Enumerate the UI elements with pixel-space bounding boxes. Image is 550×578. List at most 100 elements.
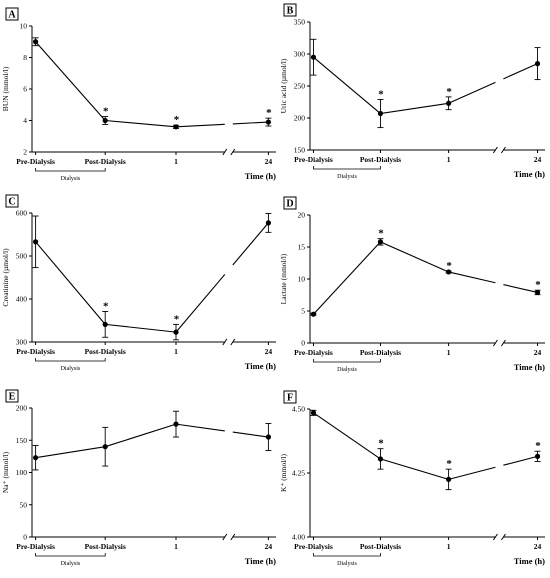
- y-tick-label: 0: [301, 339, 305, 348]
- dialysis-bracket-label: Dialysis: [61, 366, 81, 372]
- chart-panel-b: 150 200 250 300 350 Pre-Dialysis Post-Dialysis…: [279, 3, 545, 180]
- data-point: [377, 456, 384, 462]
- axis-break-mark: [222, 533, 228, 541]
- series-line-segment: [503, 455, 538, 466]
- y-tick-label: 600: [16, 209, 28, 218]
- y-tick-label: 4: [23, 116, 27, 125]
- data-point: [534, 453, 541, 459]
- series-line-segment: [105, 119, 177, 128]
- series-line-segment: [105, 423, 177, 448]
- y-tick-label: 100: [16, 468, 28, 477]
- significance-marker: *: [174, 114, 180, 126]
- x-tick-label: Pre-Dialysis: [16, 542, 55, 551]
- y-axis-title: Uric acid (µmol/l): [279, 58, 288, 113]
- series-line-segment: [35, 241, 106, 325]
- series-line-segment: [380, 458, 449, 480]
- dialysis-bracket: [35, 168, 106, 172]
- x-tick-label: 24: [534, 348, 542, 357]
- series-line-segment: [380, 102, 449, 115]
- x-tick-label: 24: [534, 155, 542, 164]
- x-tick-label: Post-Dialysis: [360, 348, 401, 357]
- y-tick-label: 200: [16, 404, 28, 413]
- series-line-segment: [503, 284, 538, 293]
- significance-marker: *: [378, 438, 384, 450]
- significance-marker: *: [446, 458, 452, 470]
- significance-marker: *: [174, 313, 180, 325]
- data-point: [33, 239, 39, 245]
- data-point: [33, 455, 39, 461]
- x-tick-label: 24: [534, 542, 542, 551]
- x-axis-title: Time (h): [514, 556, 545, 566]
- y-tick-label: 8: [23, 53, 27, 62]
- data-point: [102, 444, 108, 450]
- dialysis-bracket-label: Dialysis: [337, 174, 357, 180]
- panel-letter: B: [287, 6, 294, 17]
- chart-panel-e: 0 50 100 150 200 Pre-Dialysis Post-Dialysis 1 24…: [1, 389, 276, 567]
- data-point: [173, 421, 179, 427]
- series-line-segment: [35, 41, 106, 121]
- y-tick-label: 150: [294, 146, 306, 155]
- y-tick-label: 4.50: [292, 405, 305, 414]
- dialysis-bracket-label: Dialysis: [61, 176, 81, 182]
- dialysis-bracket: [35, 358, 106, 362]
- chart-panel-d: 0 5 10 15 20 Pre-Dialysis Post-Dialysis 1 24 Time…: [279, 196, 545, 373]
- axis-break-mark: [230, 338, 236, 346]
- data-point: [377, 110, 384, 117]
- x-axis-title: Time (h): [245, 171, 276, 181]
- y-tick-label: 2: [23, 148, 27, 157]
- axis-break-mark: [501, 146, 506, 154]
- significance-marker: *: [446, 260, 452, 272]
- panel-letter: A: [8, 10, 16, 21]
- significance-marker: *: [535, 440, 541, 452]
- series-line-segment: [313, 56, 381, 114]
- series-line-segment: [232, 121, 269, 125]
- series-line-segment: [175, 274, 226, 333]
- data-point: [173, 124, 179, 130]
- significance-marker: *: [103, 106, 109, 118]
- axis-break-mark: [501, 533, 506, 541]
- panel-letter: C: [8, 197, 15, 208]
- x-tick-label: 24: [265, 347, 273, 356]
- y-tick-label: 300: [16, 338, 28, 347]
- x-tick-label: 1: [447, 155, 451, 164]
- y-tick-label: 6: [23, 85, 27, 94]
- x-tick-label: Pre-Dialysis: [16, 347, 55, 356]
- y-tick-label: 15: [298, 243, 306, 252]
- y-axis-title: K⁺ (mmol/l): [279, 454, 288, 492]
- series-line-segment: [232, 431, 269, 438]
- x-axis-title: Time (h): [245, 361, 276, 371]
- x-tick-label: 24: [265, 542, 273, 551]
- x-tick-label: Pre-Dialysis: [294, 542, 333, 551]
- data-point: [265, 119, 271, 125]
- y-tick-label: 10: [298, 275, 306, 284]
- x-tick-label: 1: [447, 542, 451, 551]
- x-tick-label: Pre-Dialysis: [294, 155, 333, 164]
- axis-break-mark: [493, 533, 498, 541]
- x-tick-label: 24: [265, 157, 273, 166]
- y-tick-label: 20: [298, 211, 306, 220]
- data-point: [310, 54, 317, 60]
- y-tick-label: 150: [16, 436, 28, 445]
- data-point: [33, 39, 39, 45]
- dialysis-bracket-label: Dialysis: [337, 367, 357, 373]
- x-tick-label: 1: [174, 347, 178, 356]
- significance-marker: *: [535, 279, 541, 291]
- data-point: [446, 100, 452, 106]
- x-tick-label: Pre-Dialysis: [16, 157, 55, 166]
- dialysis-bracket: [35, 553, 106, 557]
- y-tick-label: 500: [16, 252, 28, 261]
- x-axis-title: Time (h): [514, 362, 545, 372]
- y-tick-label: 0: [23, 533, 27, 542]
- data-point: [446, 476, 452, 482]
- series-line-segment: [175, 423, 225, 432]
- panel-letter: F: [287, 393, 293, 404]
- x-tick-label: 1: [447, 348, 451, 357]
- series-line-segment: [175, 123, 225, 128]
- x-tick-label: 1: [174, 542, 178, 551]
- data-point: [534, 61, 541, 67]
- series-line-segment: [313, 241, 381, 315]
- y-tick-label: 5: [301, 307, 305, 316]
- panel-letter-box: [283, 390, 297, 404]
- x-axis-title: Time (h): [245, 556, 276, 566]
- series-line-segment: [313, 412, 381, 460]
